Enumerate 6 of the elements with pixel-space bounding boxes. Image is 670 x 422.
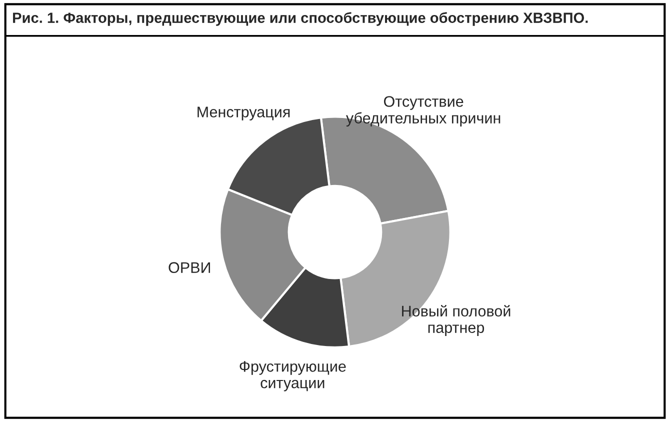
slice-label: Фрустирующие ситуации — [240, 361, 346, 392]
slice-label: Новый половой партнер — [402, 305, 510, 336]
chart-title: Рис. 1. Факторы, предшествующие или способствующие обострению ХВЗВПО. — [13, 12, 588, 26]
slice-label: ОРВИ — [168, 262, 210, 273]
slice-label: Менструация — [198, 106, 290, 120]
slice-label: Отсутствие убедительных причин — [346, 96, 500, 127]
